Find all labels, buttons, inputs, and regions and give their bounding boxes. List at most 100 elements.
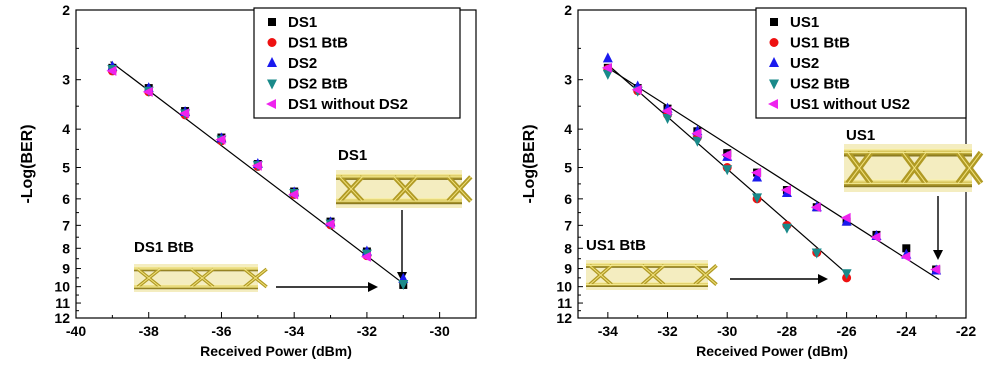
eye-crossing-highlight [393,176,418,202]
eye-crossing-highlight [339,176,363,202]
data-point [811,248,822,259]
data-point [840,212,851,223]
legend-label: DS2 [288,55,317,72]
data-point [902,244,911,253]
x-axis-label: Received Power (dBm) [696,343,848,359]
legend-label: US2 [790,55,819,72]
y-tick-label: 9 [62,261,70,277]
data-point [752,193,763,204]
y-tick-label: 5 [62,160,70,176]
fit-line [607,67,940,281]
series-us1-without-us2 [601,62,941,275]
x-tick-label: -22 [956,323,976,339]
eye-diagram-image [336,170,473,208]
data-point [752,171,763,182]
legend-marker [770,18,778,26]
legend-label: DS1 BtB [288,35,348,52]
data-point [722,165,733,176]
eye-diagram-image [134,264,268,292]
data-point [601,62,612,73]
data-point [662,114,673,125]
fit-line [110,61,406,286]
data-point [870,232,881,243]
legend-marker [769,38,779,47]
y-tick-label: 12 [54,310,70,326]
data-point [251,160,262,171]
data-point [781,223,792,234]
eye-diagram-label: US1 [846,127,875,144]
data-point [841,269,852,280]
y-tick-label: 4 [62,121,70,137]
legend-label: US2 BtB [790,76,850,93]
y-tick-label: 7 [62,217,70,233]
y-tick-label: 5 [564,160,572,176]
legend-marker [267,79,277,90]
y-tick-label: 2 [62,2,70,18]
eye-diagram-image [586,260,718,290]
x-tick-label: -40 [66,323,86,339]
eye-crossing-highlight [589,265,612,285]
legend: DS1 DS1 BtB DS2 DS2 BtB DS1 without DS2 [253,7,461,119]
x-tick-label: -38 [139,323,159,339]
data-point [810,202,821,213]
data-point [602,69,613,80]
legend-marker [769,57,779,67]
y-axis-label: -Log(BER) [521,124,538,203]
x-tick-label: -32 [657,323,677,339]
eye-crossing-highlight [447,176,472,202]
data-point [360,251,371,262]
data-point [661,106,672,117]
y-tick-label: 9 [564,261,572,277]
eye-diagram-label: DS1 BtB [134,239,194,256]
data-point [106,65,117,76]
y-tick-label: 3 [62,72,70,88]
legend-label: DS2 BtB [288,76,348,93]
eye-crossing-highlight [902,152,927,184]
data-point [602,52,613,63]
eye-diagram-image [844,144,984,192]
data-point [751,167,762,178]
x-tick-label: -32 [357,323,377,339]
y-tick-label: 11 [557,295,572,311]
legend-marker [768,99,778,109]
y-tick-label: 10 [54,279,70,295]
x-tick-label: -30 [430,323,450,339]
x-tick-label: -36 [211,323,231,339]
series-us2-btb [602,69,852,280]
series-ds1-without-ds2 [106,65,371,262]
data-point [900,251,911,262]
eye-crossing-highlight [190,268,214,288]
eye-crossing-highlight [641,265,665,285]
legend-marker [266,99,276,109]
eye-crossing-highlight [244,268,267,288]
legend-label: DS1 [288,14,317,31]
data-point [324,219,335,230]
legend-label: US1 without US2 [790,96,910,113]
x-tick-label: -28 [777,323,797,339]
legend-marker [769,79,779,90]
x-axis-label: Received Power (dBm) [200,343,352,359]
y-tick-label: 8 [62,240,70,256]
data-point [179,108,190,119]
data-point [398,280,409,291]
eye-crossing-highlight [694,265,717,285]
y-tick-label: 7 [564,217,572,233]
legend: US1 US1 BtB US2 US2 BtB US1 without US2 [755,7,967,119]
data-point [288,189,299,200]
data-point [721,150,732,161]
eye-diagram-label: DS1 [338,147,367,164]
data-point [691,128,702,139]
data-point [215,134,226,145]
x-tick-label: -34 [598,323,618,339]
legend-marker [267,38,277,47]
legend-label: US1 BtB [790,35,850,52]
y-tick-label: 6 [564,191,572,207]
data-point [692,136,703,147]
y-axis-label: -Log(BER) [19,124,36,203]
legend-box [755,7,967,119]
y-tick-label: 2 [564,2,572,18]
eye-crossing-highlight [137,268,161,288]
y-tick-label: 11 [55,295,70,311]
